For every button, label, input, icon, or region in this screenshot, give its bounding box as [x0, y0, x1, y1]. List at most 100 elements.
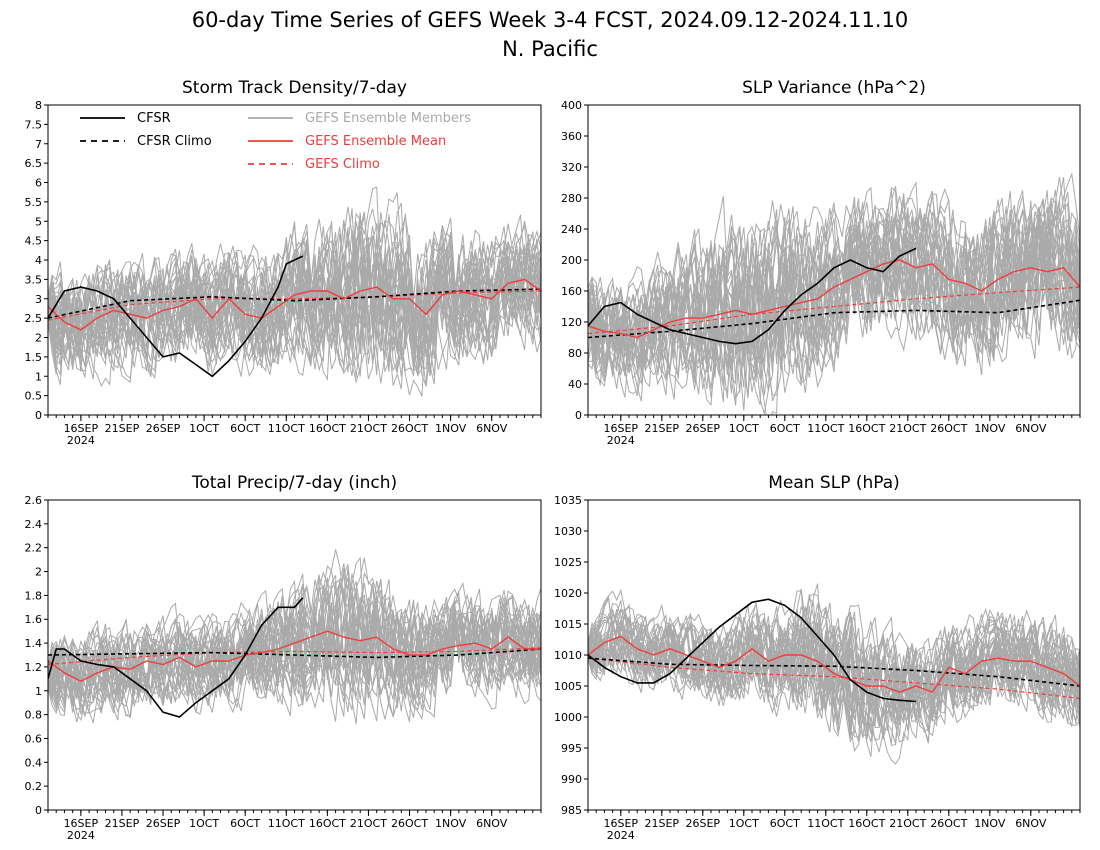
- y-tick-label: 1030: [554, 525, 582, 538]
- x-tick-label: 16SEP: [604, 817, 639, 830]
- legend-label: CFSR: [137, 111, 171, 126]
- legend-label: CFSR Climo: [137, 134, 212, 149]
- x-tick-label: 26SEP: [686, 422, 721, 435]
- chart-panel: Mean SLP (hPa) 985 990 995 1000 1005 1010 1015 1…: [554, 473, 1081, 842]
- x-tick-label: 21SEP: [105, 422, 140, 435]
- x-tick-label: 16OCT: [309, 817, 346, 830]
- y-tick-label: 7.5: [25, 118, 43, 131]
- y-tick-label: 0: [575, 409, 582, 422]
- y-tick-label: 1000: [554, 711, 582, 724]
- x-tick-label: 1NOV: [435, 817, 467, 830]
- ensemble-member-line: [48, 590, 541, 705]
- ensemble-member-line: [48, 233, 541, 370]
- y-tick-label: 240: [561, 223, 582, 236]
- y-tick-label: 2.6: [25, 494, 43, 507]
- x-tick-label: 6NOV: [476, 422, 508, 435]
- ensemble-member-line: [48, 216, 541, 378]
- x-tick-label: 21SEP: [645, 817, 680, 830]
- x-tick-label: 16OCT: [848, 422, 885, 435]
- cfsr-line: [48, 597, 304, 718]
- ensemble-member-line: [48, 594, 541, 718]
- y-tick-label: 1020: [554, 587, 582, 600]
- y-tick-label: 80: [568, 347, 582, 360]
- chart-title: Total Precip/7-day (inch): [191, 473, 397, 493]
- y-tick-label: 400: [561, 99, 582, 112]
- y-tick-label: 2.5: [25, 312, 43, 325]
- x-tick-label: 1OCT: [189, 422, 219, 435]
- ensemble-member-line: [48, 563, 541, 721]
- y-tick-label: 0.6: [25, 732, 43, 745]
- ensemble-member-line: [48, 576, 541, 725]
- y-tick-label: 1005: [554, 680, 582, 693]
- x-tick-label: 1OCT: [729, 422, 759, 435]
- y-tick-label: 1010: [554, 649, 582, 662]
- y-tick-label: 5: [35, 215, 42, 228]
- ensemble-members: [48, 186, 541, 397]
- y-tick-label: 1.2: [25, 661, 43, 674]
- y-tick-label: 4.5: [25, 235, 43, 248]
- y-tick-label: 1: [35, 370, 42, 383]
- y-tick-label: 1.8: [25, 589, 43, 602]
- ensemble-member-line: [588, 605, 1080, 741]
- legend-label: GEFS Climo: [305, 157, 380, 172]
- ensemble-member-line: [588, 195, 1080, 400]
- y-tick-label: 3.5: [25, 273, 43, 286]
- chart-panel: SLP Variance (hPa^2) 0 40 80 120 160 200 240 280…: [561, 78, 1081, 447]
- x-tick-label: 6NOV: [1015, 817, 1047, 830]
- ensemble-members: [588, 583, 1080, 765]
- y-tick-label: 2.4: [25, 518, 43, 531]
- x-tick-label: 1OCT: [729, 817, 759, 830]
- x-tick-label: 26SEP: [686, 817, 721, 830]
- y-tick-label: 1: [35, 685, 42, 698]
- cfsr-line: [48, 255, 304, 378]
- y-tick-label: 995: [561, 742, 582, 755]
- y-tick-label: 1.4: [25, 637, 43, 650]
- y-tick-label: 3: [35, 293, 42, 306]
- ensemble-member-line: [48, 549, 541, 712]
- legend: CFSR CFSR Climo GEFS Ensemble Members GEFS …: [80, 111, 471, 172]
- ensemble-member-line: [588, 190, 1080, 396]
- x-year-label: 2024: [607, 829, 635, 842]
- series-group: [48, 597, 541, 718]
- chart-panel: Total Precip/7-day (inch)00.20.40.60.811…: [25, 473, 542, 842]
- x-tick-label: 1NOV: [435, 422, 467, 435]
- x-tick-label: 11OCT: [268, 817, 305, 830]
- chart-title: Mean SLP (hPa): [768, 473, 900, 493]
- x-tick-label: 16OCT: [309, 422, 346, 435]
- chart-panels: Storm Track Density/7-day 0 0.5 1 1.5 2 2.5 3 3.…: [25, 78, 1081, 842]
- x-tick-label: 6OCT: [770, 422, 800, 435]
- gefs-mean-line: [588, 259, 1080, 339]
- y-tick-label: 990: [561, 773, 582, 786]
- x-tick-label: 21OCT: [889, 817, 926, 830]
- ensemble-member-line: [588, 207, 1080, 384]
- y-tick-label: 8: [35, 99, 42, 112]
- y-tick-label: 4: [35, 254, 42, 267]
- ensemble-member-line: [48, 244, 541, 377]
- y-tick-label: 0.8: [25, 709, 43, 722]
- y-tick-label: 0: [35, 409, 42, 422]
- x-tick-label: 1OCT: [189, 817, 219, 830]
- ensemble-member-line: [588, 617, 1080, 738]
- gefs-climo-line: [588, 657, 1080, 699]
- cfsr-climo-line: [48, 648, 541, 659]
- x-tick-label: 21SEP: [645, 422, 680, 435]
- y-tick-label: 2: [35, 566, 42, 579]
- x-tick-label: 6OCT: [770, 817, 800, 830]
- y-tick-label: 0: [35, 804, 42, 817]
- legend-label: GEFS Ensemble Members: [305, 111, 471, 126]
- x-tick-label: 21OCT: [350, 422, 387, 435]
- ensemble-member-line: [588, 199, 1080, 397]
- legend-label: GEFS Ensemble Mean: [305, 134, 446, 149]
- x-tick-label: 16SEP: [64, 422, 99, 435]
- gefs-mean-line: [48, 278, 541, 331]
- y-tick-label: 360: [561, 130, 582, 143]
- figure-title: 60-day Time Series of GEFS Week 3-4 FCST…: [192, 8, 909, 32]
- cfsr-line: [588, 247, 917, 345]
- ensemble-member-line: [588, 608, 1080, 765]
- y-tick-label: 1.5: [25, 351, 43, 364]
- chart-title: Storm Track Density/7-day: [182, 78, 407, 98]
- gefs-climo-line: [588, 286, 1080, 335]
- y-tick-label: 280: [561, 192, 582, 205]
- cfsr-climo-line: [588, 657, 1080, 687]
